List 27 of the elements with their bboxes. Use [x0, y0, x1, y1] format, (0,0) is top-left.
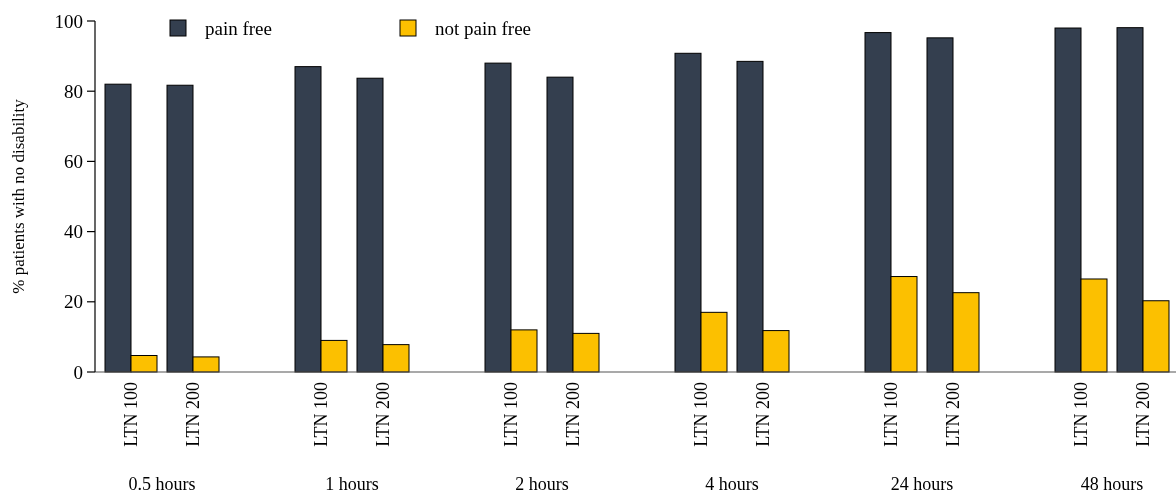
x-tick-label: LTN 100	[1071, 382, 1092, 447]
x-tick-label: LTN 100	[121, 382, 142, 447]
x-tick-label: LTN 100	[691, 382, 712, 447]
y-tick-label: 100	[54, 10, 83, 32]
y-tick-label: 80	[64, 80, 83, 102]
x-tick-label: LTN 200	[183, 382, 204, 447]
y-axis-title: % patients with no disability	[9, 98, 28, 294]
text: 1 hours	[325, 474, 379, 494]
x-tick-label: LTN 200	[943, 382, 964, 447]
legend-label: not pain free	[435, 17, 532, 39]
text: 4 hours	[705, 474, 759, 494]
y-tick-label: 20	[64, 291, 83, 313]
text: 48 hours	[1080, 474, 1144, 494]
text: 2 hours	[515, 474, 569, 494]
x-tick-label: LTN 100	[311, 382, 332, 447]
y-tick-label: 60	[64, 151, 83, 173]
x-tick-label: LTN 100	[501, 382, 522, 447]
legend-label: pain free	[205, 17, 272, 39]
text: 24 hours	[890, 474, 954, 494]
x-tick-label: LTN 200	[373, 382, 394, 447]
y-tick-label: 40	[64, 221, 83, 243]
text: 0.5 hours	[128, 474, 196, 494]
x-tick-label: LTN 200	[1133, 382, 1154, 447]
y-tick-label: 0	[73, 361, 83, 383]
x-tick-label: LTN 200	[753, 382, 774, 447]
x-tick-label: LTN 100	[881, 382, 902, 447]
x-tick-label: LTN 200	[563, 382, 584, 447]
